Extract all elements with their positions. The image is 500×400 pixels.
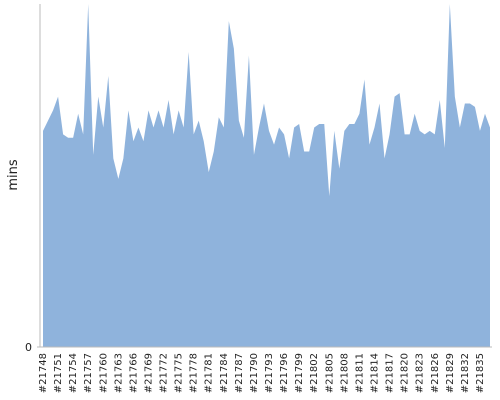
x-tick-label: #21751 — [53, 353, 64, 393]
x-tick-label: #21763 — [113, 353, 124, 393]
x-tick-label: #21778 — [189, 353, 200, 393]
x-tick-label: #21757 — [83, 353, 94, 393]
x-tick-label: #21748 — [38, 353, 49, 393]
x-tick-label: #21769 — [143, 353, 154, 393]
x-tick-label: #21784 — [219, 353, 230, 393]
x-tick-label: #21796 — [279, 353, 290, 393]
x-tick-label: #21817 — [385, 353, 396, 393]
x-tick-label: #21793 — [264, 353, 275, 393]
x-tick-label: #21760 — [98, 353, 109, 393]
y-axis-label: mins — [6, 159, 21, 191]
x-tick-label: #21820 — [400, 353, 411, 393]
x-tick-label: #21805 — [324, 353, 335, 393]
x-tick-label: #21826 — [430, 353, 441, 393]
x-tick-label: #21799 — [294, 353, 305, 393]
x-tick-label: #21808 — [339, 353, 350, 393]
x-tick-label: #21790 — [249, 353, 260, 393]
area — [43, 4, 490, 347]
x-tick-label: #21775 — [174, 353, 185, 393]
x-tick-label: #21781 — [204, 353, 215, 393]
x-tick-label: #21814 — [369, 353, 380, 393]
x-tick-label: #21823 — [415, 353, 426, 393]
x-tick-label: #21772 — [159, 353, 170, 393]
x-tick-label: #21835 — [475, 353, 486, 393]
x-tick-label: #21787 — [234, 353, 245, 393]
x-tick-label: #21832 — [460, 353, 471, 393]
x-tick-label: #21766 — [128, 353, 139, 393]
x-tick-label: #21802 — [309, 353, 320, 393]
x-tick-label: #21754 — [68, 353, 79, 393]
y-tick-label: 0 — [25, 341, 32, 354]
x-tick-label: #21829 — [445, 353, 456, 393]
x-tick-label: #21811 — [354, 353, 365, 393]
